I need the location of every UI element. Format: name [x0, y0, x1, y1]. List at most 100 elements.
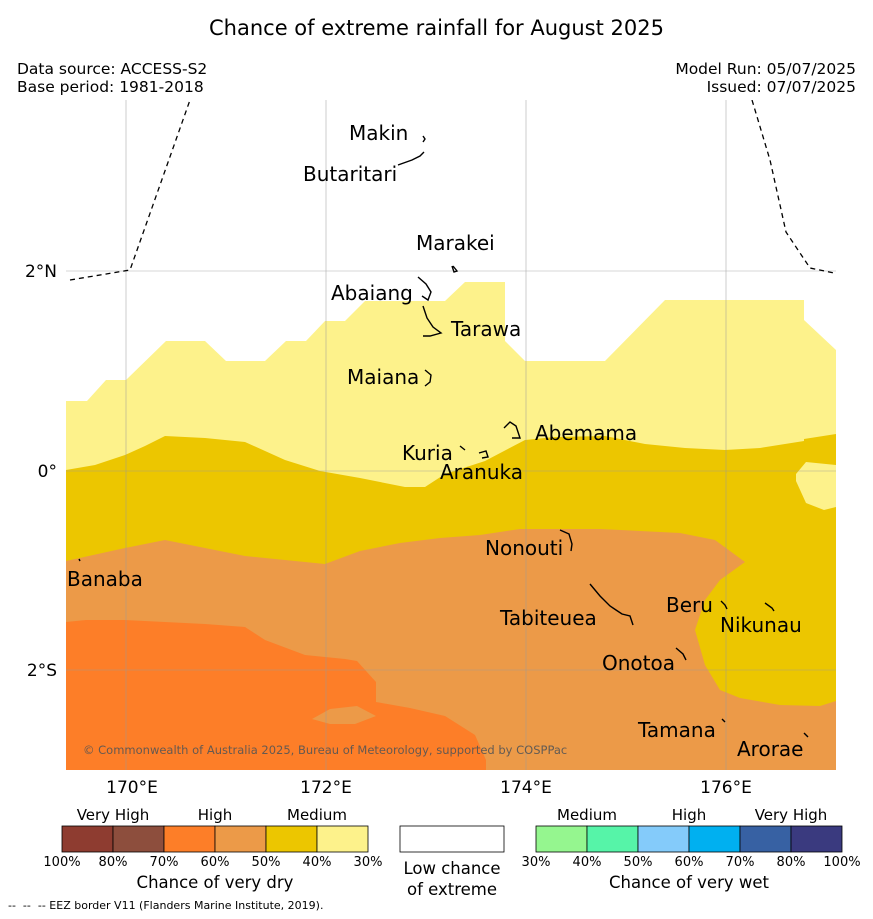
- place-label-onotoa: Onotoa: [602, 651, 675, 675]
- low-chance-line1: Low chance: [403, 859, 501, 878]
- map-area: [66, 100, 836, 770]
- place-label-nikunau: Nikunau: [720, 613, 802, 637]
- wet-tick: 70%: [725, 855, 755, 870]
- place-label-nonouti: Nonouti: [485, 536, 563, 560]
- dry-tick: 60%: [200, 855, 230, 870]
- dry-swatch-40-50: [265, 825, 318, 853]
- place-label-arorae: Arorae: [737, 737, 803, 761]
- dry-category-high: High: [197, 806, 233, 824]
- wet-tick: 30%: [521, 855, 551, 870]
- dry-category-very-high: Very High: [76, 806, 150, 824]
- place-label-tarawa: Tarawa: [450, 317, 521, 341]
- place-label-beru: Beru: [666, 593, 713, 617]
- wet-swatch-30-40: [535, 825, 588, 853]
- wet-category-very-high: Very High: [754, 806, 828, 824]
- eez-border-west: [69, 100, 191, 281]
- tarawa-island: [422, 305, 443, 337]
- dry-colorbar: [61, 825, 369, 853]
- dry-tick: 70%: [149, 855, 179, 870]
- eez-footnote: -- -- -- EEZ border V11 (Flanders Marine…: [8, 899, 324, 912]
- wet-swatch-40-50: [586, 825, 639, 853]
- dry-high-70-80-region: [66, 620, 486, 770]
- dry-tick: 50%: [251, 855, 281, 870]
- eez-border-east: [751, 100, 835, 274]
- wet-colorbar-title: Chance of very wet: [609, 873, 769, 892]
- wet-swatch-80-100: [790, 825, 843, 853]
- place-labels: Makin Butaritari Marakei Abaiang Tarawa …: [67, 121, 803, 761]
- axis-labels: 170°E 172°E 174°E 176°E 2°N 0° 2°S: [25, 262, 752, 798]
- wet-tick: 60%: [674, 855, 704, 870]
- tabiteuea-island: [589, 583, 634, 626]
- lat-label-2n: 2°N: [25, 262, 57, 282]
- model-run: Model Run: 05/07/2025: [675, 60, 856, 78]
- dry-swatch-70-80: [112, 825, 165, 853]
- base-period: Base period: 1981-2018: [17, 78, 204, 96]
- kuria-island: [459, 445, 466, 451]
- dry-swatch-80-100: [61, 825, 114, 853]
- abaiang-island: [417, 276, 432, 302]
- low-chance-swatch: [399, 825, 505, 853]
- place-label-banaba: Banaba: [67, 567, 143, 591]
- wet-tick: 40%: [572, 855, 602, 870]
- place-label-marakei: Marakei: [416, 231, 495, 255]
- dry-category-medium: Medium: [287, 806, 347, 824]
- onotoa-island: [675, 647, 687, 661]
- lon-label-174: 174°E: [500, 778, 552, 798]
- place-label-butaritari: Butaritari: [303, 162, 397, 186]
- aranuka-island: [478, 450, 489, 459]
- nikunau-island: [764, 602, 775, 612]
- model-run-info: Model Run: 05/07/2025 Issued: 07/07/2025: [675, 60, 856, 96]
- map-title: Chance of extreme rainfall for August 20…: [209, 16, 664, 40]
- wet-category-high: High: [671, 806, 707, 824]
- low-chance-label: Low chance of extreme: [390, 858, 514, 900]
- wet-colorbar: [535, 825, 843, 853]
- maiana-island: [424, 369, 432, 387]
- place-label-tamana: Tamana: [637, 718, 716, 742]
- makin-island: [422, 135, 426, 143]
- place-label-tabiteuea: Tabiteuea: [499, 606, 597, 630]
- arorae-island: [803, 732, 809, 738]
- dry-swatch-60-70: [163, 825, 216, 853]
- island-outlines: [78, 135, 809, 738]
- place-label-abemama: Abemama: [535, 421, 637, 445]
- banaba-island: [78, 558, 81, 562]
- tamana-island: [721, 718, 726, 723]
- wet-tick: 50%: [623, 855, 653, 870]
- dry-swatch-50-60: [214, 825, 267, 853]
- wet-swatch-70-80: [739, 825, 792, 853]
- lon-label-170: 170°E: [106, 778, 158, 798]
- dry-colorbar-title: Chance of very dry: [136, 873, 294, 892]
- dry-swatch-30-40: [316, 825, 369, 853]
- place-label-makin: Makin: [349, 121, 408, 145]
- butaritari-island: [397, 151, 425, 166]
- place-label-maiana: Maiana: [347, 365, 419, 389]
- wet-swatch-60-70: [688, 825, 741, 853]
- dry-tick: 40%: [302, 855, 332, 870]
- low-chance-line2: of extreme: [406, 880, 498, 899]
- dry-tick: 30%: [353, 855, 383, 870]
- data-source: Data source: ACCESS-S2: [17, 60, 208, 78]
- wet-category-medium: Medium: [557, 806, 617, 824]
- lon-label-172: 172°E: [300, 778, 352, 798]
- abemama-island: [503, 421, 521, 439]
- dry-tick: 100%: [43, 855, 81, 870]
- data-source-info: Data source: ACCESS-S2 Base period: 1981…: [17, 60, 207, 96]
- dry-tick: 80%: [98, 855, 128, 870]
- lat-label-0: 0°: [38, 462, 57, 482]
- lat-label-2s: 2°S: [27, 661, 57, 681]
- place-label-abaiang: Abaiang: [331, 281, 413, 305]
- nonouti-island: [559, 529, 573, 552]
- lon-label-176: 176°E: [700, 778, 752, 798]
- wet-tick: 100%: [823, 855, 861, 870]
- marakei-island: [451, 265, 459, 273]
- place-label-aranuka: Aranuka: [440, 460, 523, 484]
- wet-tick: 80%: [776, 855, 806, 870]
- dry-high-60-70-pocket: [312, 706, 376, 724]
- beru-island: [720, 600, 728, 610]
- issued-date: Issued: 07/07/2025: [706, 78, 856, 96]
- place-label-kuria: Kuria: [402, 441, 453, 465]
- wet-swatch-50-60: [637, 825, 690, 853]
- graticule: [66, 100, 836, 770]
- copyright-notice: © Commonwealth of Australia 2025, Bureau…: [83, 743, 567, 757]
